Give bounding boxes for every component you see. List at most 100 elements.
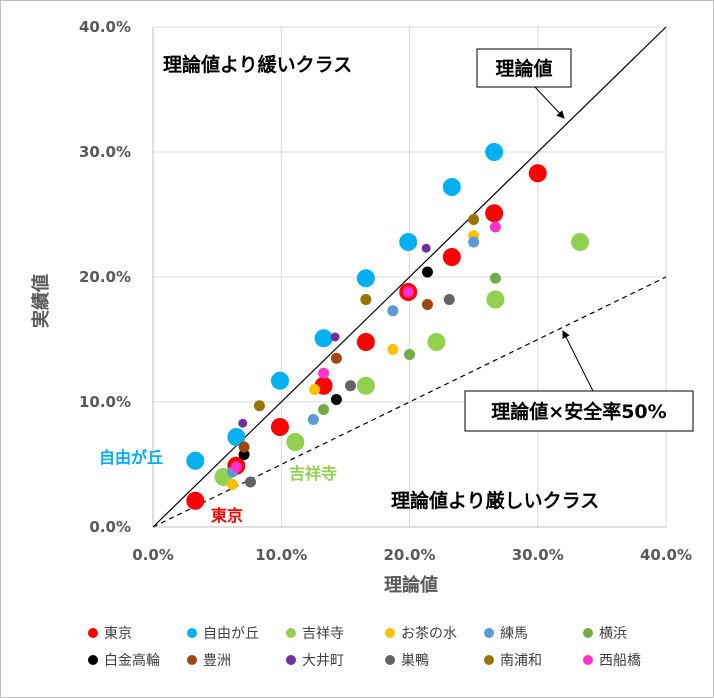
data-point — [402, 286, 414, 298]
legend-label: 豊洲 — [203, 653, 231, 669]
legend-item: 吉祥寺 — [286, 626, 344, 642]
data-point — [330, 394, 342, 405]
legend-label: 西船橋 — [599, 653, 641, 669]
data-point — [270, 418, 289, 436]
legend-item: 豊洲 — [187, 653, 231, 669]
label-jiyugaoka: 自由が丘 — [99, 448, 163, 467]
legend-label: お茶の水 — [401, 626, 457, 642]
legend-label: 吉祥寺 — [302, 626, 344, 642]
legend-marker — [286, 655, 296, 665]
legend-label: 東京 — [104, 626, 132, 642]
data-point — [356, 269, 375, 288]
x-axis-label: 理論値 — [384, 574, 438, 596]
legend-marker — [385, 655, 395, 665]
legend-marker — [385, 628, 395, 638]
legend-label: 南浦和 — [500, 653, 542, 669]
legend-item: お茶の水 — [385, 626, 457, 642]
legend-item: 白金高輪 — [88, 652, 160, 669]
legend-marker — [286, 628, 296, 638]
data-point — [421, 266, 433, 278]
legend-marker — [187, 628, 197, 638]
x-tick-label: 30.0% — [512, 546, 564, 564]
data-point — [356, 333, 375, 351]
y-tick-label: 10.0% — [79, 393, 131, 411]
data-point — [485, 204, 504, 223]
data-point — [307, 414, 319, 425]
legend-item: 練馬 — [484, 626, 528, 642]
legend-item: 南浦和 — [484, 653, 542, 669]
legend-marker — [484, 655, 494, 665]
data-point — [227, 428, 246, 446]
data-point — [468, 236, 480, 248]
legend-marker — [484, 628, 494, 638]
annotation-line2: 理論値×安全率50% — [491, 400, 666, 423]
data-point — [442, 248, 461, 266]
data-point — [230, 461, 242, 473]
data-point — [443, 294, 455, 305]
data-point — [356, 376, 375, 395]
x-tick-label: 10.0% — [255, 546, 307, 564]
x-tick-label: 0.0% — [132, 546, 174, 564]
data-point — [330, 352, 342, 364]
legend-marker — [187, 655, 197, 665]
annotation-lower: 理論値より厳しいクラス — [391, 489, 599, 512]
data-point — [244, 476, 256, 488]
data-point — [318, 367, 330, 379]
legend-item: 大井町 — [286, 653, 344, 669]
data-point — [314, 329, 333, 348]
data-point — [186, 491, 205, 510]
x-tick-label: 20.0% — [383, 546, 435, 564]
legend-marker — [88, 628, 98, 638]
legend-marker — [583, 655, 593, 665]
legend-label: 自由が丘 — [203, 626, 259, 642]
data-point — [186, 451, 205, 470]
data-point — [360, 294, 372, 305]
legend-marker — [583, 628, 593, 638]
data-point — [345, 380, 357, 392]
legend-item: 東京 — [88, 626, 132, 642]
legend-label: 巣鴨 — [401, 653, 429, 669]
data-point — [528, 164, 547, 183]
data-point — [309, 384, 321, 395]
data-point — [427, 333, 446, 351]
data-point — [238, 441, 250, 453]
data-point — [485, 143, 504, 161]
label-tokyo: 東京 — [211, 506, 243, 525]
data-point — [286, 433, 305, 451]
data-point — [468, 214, 480, 225]
data-point — [421, 299, 433, 310]
annotation-upper: 理論値より緩いクラス — [163, 53, 352, 76]
data-point — [404, 349, 415, 360]
data-point — [387, 344, 399, 355]
data-point — [489, 272, 501, 284]
data-point — [442, 178, 461, 196]
y-tick-label: 20.0% — [79, 268, 131, 286]
y-tick-label: 30.0% — [79, 143, 131, 161]
data-point — [318, 404, 330, 415]
data-point — [399, 233, 418, 251]
data-point — [486, 290, 505, 309]
y-axis-label: 実績値 — [30, 274, 52, 328]
legend-marker — [88, 655, 98, 665]
data-point — [238, 418, 248, 428]
legend-item: 自由が丘 — [187, 626, 259, 642]
data-point — [330, 332, 340, 342]
legend-label: 横浜 — [599, 626, 627, 642]
legend-item: 西船橋 — [583, 653, 641, 669]
legend-label: 大井町 — [302, 653, 344, 669]
legend-item: 巣鴨 — [385, 653, 429, 669]
data-point — [270, 371, 289, 390]
data-point — [421, 243, 431, 253]
y-tick-label: 40.0% — [79, 18, 131, 36]
legend-label: 練馬 — [500, 626, 528, 642]
data-point — [571, 233, 590, 251]
legend-item: 横浜 — [583, 626, 627, 642]
label-kichijoji: 吉祥寺 — [289, 464, 337, 483]
data-point — [253, 400, 265, 412]
data-point — [489, 221, 501, 233]
data-point — [387, 305, 399, 317]
legend-label: 白金高輪 — [104, 652, 160, 669]
x-tick-label: 40.0% — [640, 546, 692, 564]
